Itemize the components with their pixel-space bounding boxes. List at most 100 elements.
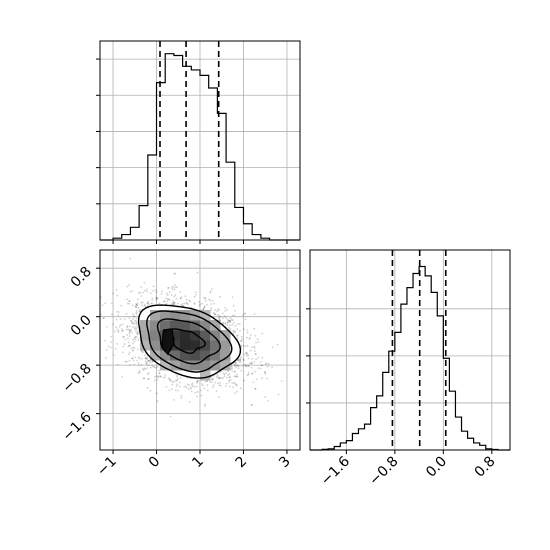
joint-scatter-point (248, 365, 251, 367)
joint-scatter-point (232, 331, 235, 334)
joint-ytick-label-2: 0.0 (68, 312, 95, 339)
joint-scatter-point (253, 345, 256, 348)
joint-scatter-point (102, 317, 105, 320)
joint-scatter-point (146, 373, 149, 376)
joint-scatter-point (126, 334, 128, 336)
marginal-y-xtick-label-2: 0.0 (423, 454, 450, 481)
joint-hist2d-cell (170, 330, 181, 341)
joint-hist2d (140, 310, 231, 381)
joint-scatter-point (251, 346, 253, 349)
joint-scatter-point (118, 325, 121, 328)
joint-scatter-point (140, 286, 143, 288)
joint-scatter-point (153, 366, 156, 369)
joint-scatter-point (231, 314, 234, 317)
joint-scatter-point (236, 323, 239, 326)
joint-scatter-point (111, 313, 113, 316)
joint-scatter-point (196, 395, 198, 398)
joint-scatter-point (239, 361, 242, 363)
joint-scatter-point (247, 365, 250, 368)
joint-scatter-point (234, 331, 237, 334)
joint-scatter-point (188, 384, 190, 387)
joint-scatter-point (243, 359, 245, 362)
joint-scatter-point (268, 363, 270, 365)
joint-scatter-point (271, 366, 274, 369)
joint-scatter-point (212, 384, 215, 387)
joint-xtick-label-2: 1 (189, 454, 207, 472)
joint-scatter-point (228, 379, 231, 382)
joint-scatter-point (174, 284, 177, 286)
joint-scatter-point (126, 302, 129, 305)
joint-scatter-point (104, 302, 107, 305)
joint-scatter-point (131, 357, 134, 360)
joint-scatter-point (131, 326, 134, 329)
joint-scatter-point (134, 336, 137, 338)
joint-scatter-point (249, 334, 252, 336)
joint-scatter-point (104, 339, 106, 342)
joint-contour-3 (137, 304, 242, 379)
joint-scatter-point (222, 317, 224, 320)
joint-scatter-point (164, 376, 166, 378)
joint-scatter-point (196, 382, 198, 384)
joint-scatter-point (214, 313, 217, 316)
joint-scatter-point (243, 312, 246, 315)
joint-scatter-point (122, 345, 125, 348)
joint-scatter-point (236, 334, 239, 336)
joint-scatter-point (130, 321, 133, 324)
joint-scatter-point (129, 330, 132, 333)
joint-scatter-point (264, 371, 266, 374)
joint-scatter-point (126, 285, 129, 288)
joint-scatter-point (165, 292, 168, 295)
joint-scatter-point (128, 351, 131, 354)
joint-scatter-point (147, 360, 149, 362)
joint-contour-2 (146, 310, 233, 373)
joint-hist2d-cell (190, 360, 201, 371)
joint-scatter-point (168, 291, 171, 293)
joint-hist2d-cell (220, 350, 231, 361)
joint-scatter-point (132, 338, 134, 341)
joint-scatter-point (253, 350, 256, 353)
joint-scatter-point (210, 288, 213, 290)
joint-scatter-point (167, 377, 170, 380)
joint-hist2d-cell (210, 350, 221, 361)
joint-scatter-point (184, 295, 187, 298)
joint-scatter-point (138, 364, 140, 367)
joint-scatter-point (224, 306, 226, 309)
joint-scatter-point (143, 377, 146, 379)
joint-scatter-point (166, 294, 169, 297)
joint-scatter-point (215, 376, 218, 379)
joint-scatter-point (140, 301, 143, 304)
joint-scatter-point (91, 349, 93, 351)
joint-scatter-point (175, 385, 178, 387)
joint-scatter-point (230, 364, 233, 367)
joint-scatter-point (236, 373, 238, 376)
joint-scatter-point (213, 313, 215, 315)
joint-scatter-point (276, 343, 279, 346)
joint-scatter-point (246, 352, 249, 355)
joint-scatter-point (172, 398, 175, 401)
joint-scatter-point (173, 303, 175, 306)
joint-scatter-point (134, 305, 137, 308)
joint-body (91, 257, 283, 418)
joint-scatter-point (261, 356, 264, 359)
joint-scatter-point (176, 375, 179, 378)
joint-scatter-point (126, 325, 129, 328)
joint-scatter-point (241, 338, 244, 341)
joint-scatter-point (215, 389, 218, 392)
joint-scatter-point (135, 309, 138, 312)
joint-scatter-point (264, 373, 267, 375)
joint-scatter-point (235, 366, 237, 369)
joint-scatter-point (240, 356, 243, 358)
joint-scatter-point (214, 381, 217, 384)
joint-scatter-point (140, 364, 143, 366)
joint-scatter-point (255, 358, 257, 361)
joint-hist2d-cell (140, 330, 151, 341)
joint-scatter-point (257, 367, 260, 370)
joint-hist2d-cell (150, 310, 161, 321)
joint-scatter-point (144, 368, 147, 371)
joint-scatter-point (216, 382, 219, 385)
joint-scatter-point (121, 328, 123, 331)
joint-scatter-point (256, 338, 259, 340)
joint-scatter-point (158, 372, 161, 374)
joint-scatter-point (180, 296, 183, 298)
joint-scatter-point (135, 317, 138, 320)
